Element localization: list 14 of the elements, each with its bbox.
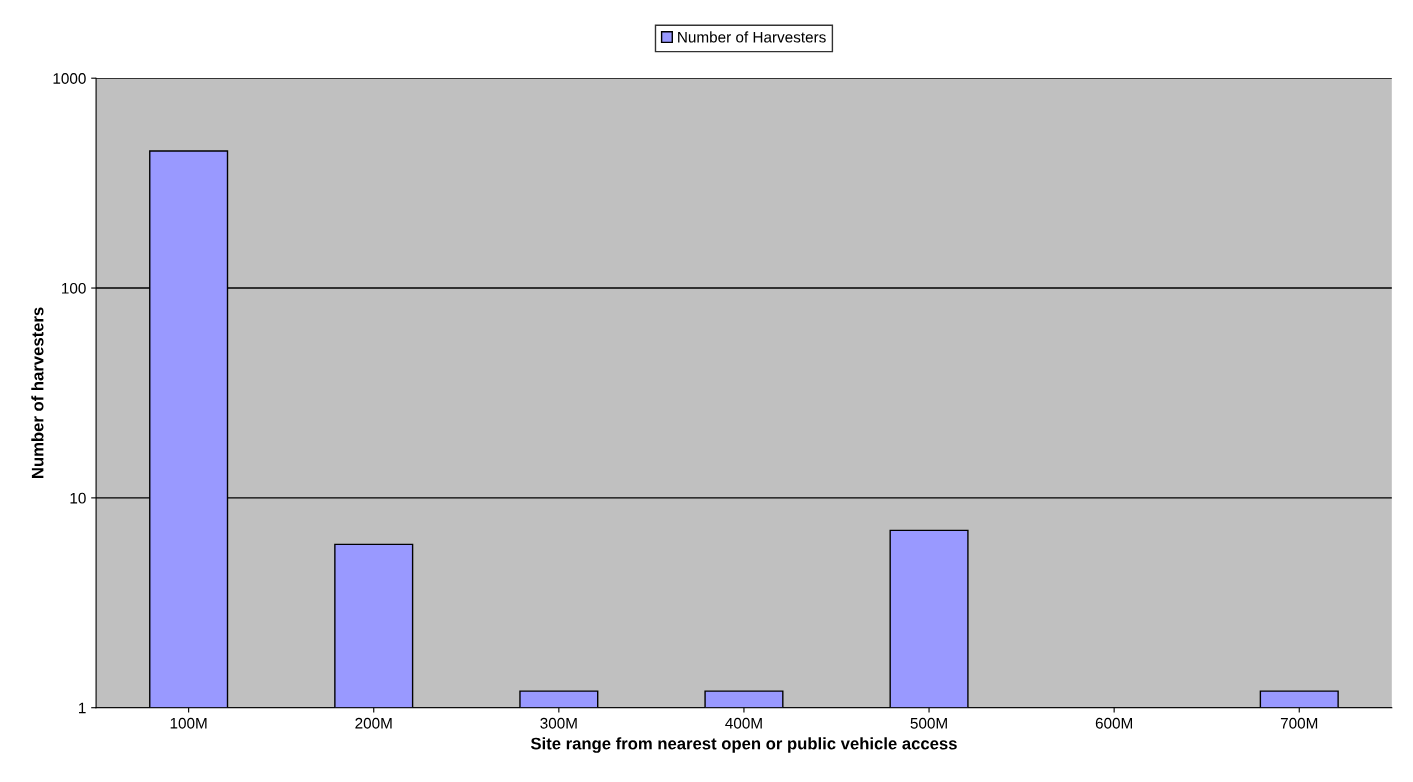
- x-axis-title: Site range from nearest open or public vehicle access: [530, 737, 957, 753]
- y-tick-label: 10: [70, 492, 86, 504]
- x-tick-label: 100M: [170, 717, 207, 729]
- x-tick-label: 300M: [540, 717, 577, 729]
- y-axis-title: Number of harvesters: [31, 307, 44, 478]
- x-tick-label: 700M: [1280, 717, 1318, 729]
- y-tick-label: 100: [62, 282, 86, 294]
- y-tick-label: 1000: [53, 73, 86, 84]
- legend-label: Number of Harvesters: [678, 31, 826, 43]
- y-tick-label: 1: [79, 702, 86, 714]
- x-tick-label: 200M: [355, 717, 392, 729]
- x-tick-label: 400M: [725, 717, 762, 729]
- x-tick-label: 600M: [1095, 717, 1133, 729]
- x-tick-label: 500M: [910, 717, 947, 729]
